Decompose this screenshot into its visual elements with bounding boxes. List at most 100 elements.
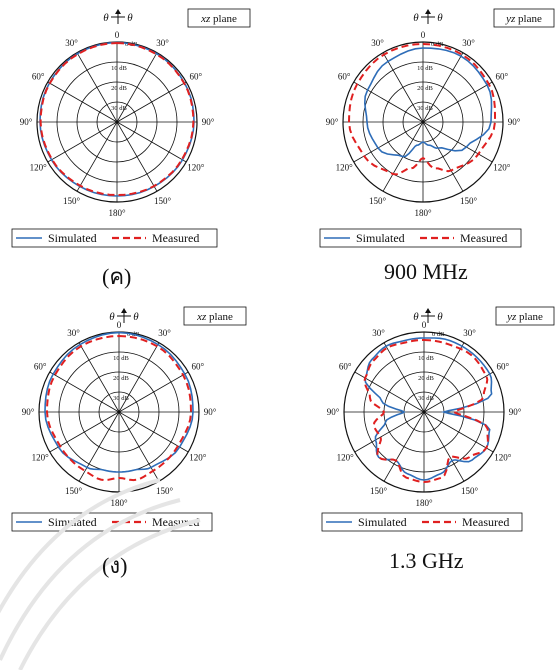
angle-tick-label: 150° xyxy=(63,196,81,206)
theta-arrowhead xyxy=(115,9,121,14)
radial-tick-label: 10 dB xyxy=(113,355,129,362)
plane-label: yz plane xyxy=(505,13,542,25)
theta-left-label: θ xyxy=(109,311,115,323)
theta-arrowhead xyxy=(121,308,127,313)
angle-tick-label: 90° xyxy=(508,117,521,127)
angle-tick-label: 120° xyxy=(187,163,205,173)
grid-spoke xyxy=(119,372,188,412)
radial-tick-label: 30 dB xyxy=(417,105,433,112)
angle-tick-label: 120° xyxy=(493,163,511,173)
grid-spoke xyxy=(50,372,119,412)
angle-tick-label: 120° xyxy=(32,453,50,463)
caption-a: (ค) xyxy=(102,259,131,294)
angle-tick-label: 30° xyxy=(372,328,385,338)
plane-label: xz plane xyxy=(200,13,237,25)
angle-tick-label: 120° xyxy=(189,453,207,463)
angle-tick-label: 90° xyxy=(327,407,340,417)
angle-tick-label: 60° xyxy=(32,72,45,82)
grid-spoke xyxy=(423,122,463,191)
angle-tick-label: 120° xyxy=(494,453,512,463)
caption-13ghz: 1.3 GHz xyxy=(389,548,464,574)
angle-tick-label: 30° xyxy=(156,38,169,48)
angle-tick-label: 30° xyxy=(158,328,171,338)
grid-spoke xyxy=(48,122,117,162)
grid-spoke xyxy=(423,122,492,162)
angle-tick-label: 30° xyxy=(67,328,80,338)
angle-tick-label: 90° xyxy=(509,407,522,417)
angle-tick-label: 150° xyxy=(369,196,387,206)
radial-tick-label: 20 dB xyxy=(113,375,129,382)
plane-label: xz plane xyxy=(196,311,233,323)
angle-tick-label: 90° xyxy=(202,117,215,127)
angle-tick-label: 90° xyxy=(326,117,339,127)
plane-label: yz plane xyxy=(506,311,543,323)
angle-tick-label: 60° xyxy=(192,362,205,372)
angle-tick-label: 60° xyxy=(190,72,203,82)
grid-spoke xyxy=(424,412,493,452)
caption-900mhz: 900 MHz xyxy=(384,259,468,285)
radial-tick-label-zero: 0 dB xyxy=(432,331,445,338)
angle-tick-label: 150° xyxy=(370,486,388,496)
legend-label-measured: Measured xyxy=(462,515,509,529)
theta-right-label: θ xyxy=(127,12,133,24)
angle-tick-label: 0 xyxy=(115,30,120,40)
legend-label-simulated: Simulated xyxy=(48,231,97,245)
angle-tick-label: 30° xyxy=(65,38,78,48)
legend-label-simulated: Simulated xyxy=(358,515,407,529)
plane-word-label: plane xyxy=(515,13,542,25)
grid-spoke xyxy=(77,122,117,191)
angle-tick-label: 30° xyxy=(371,38,384,48)
angle-tick-label: 120° xyxy=(337,453,355,463)
angle-tick-label: 150° xyxy=(460,196,478,206)
theta-arrowhead xyxy=(425,9,431,14)
angle-tick-label: 90° xyxy=(20,117,33,127)
radial-tick-label: 10 dB xyxy=(418,355,434,362)
legend-label-measured: Measured xyxy=(460,231,507,245)
angle-tick-label: 30° xyxy=(462,38,475,48)
theta-right-label: θ xyxy=(133,311,139,323)
angle-tick-label: 150° xyxy=(154,196,172,206)
angle-tick-label: 90° xyxy=(22,407,35,417)
grid-spoke xyxy=(117,122,186,162)
angle-tick-label: 180° xyxy=(108,208,126,218)
grid-spoke xyxy=(117,122,157,191)
angle-tick-label: 90° xyxy=(204,407,217,417)
radial-tick-label: 30 dB xyxy=(113,395,129,402)
theta-left-label: θ xyxy=(103,12,109,24)
angle-tick-label: 60° xyxy=(497,362,510,372)
radial-tick-label: 20 dB xyxy=(418,375,434,382)
theta-arrowhead xyxy=(425,308,431,313)
angle-tick-label: 120° xyxy=(30,163,48,173)
angle-tick-label: 60° xyxy=(338,72,351,82)
plane-word-label: plane xyxy=(206,311,233,323)
plane-word-label: plane xyxy=(210,13,237,25)
angle-tick-label: 0 xyxy=(421,30,426,40)
radial-tick-label: 10 dB xyxy=(111,65,127,72)
grid-spoke xyxy=(117,82,186,122)
radial-tick-label: 30 dB xyxy=(111,105,127,112)
radial-tick-label: 30 dB xyxy=(418,395,434,402)
angle-tick-label: 180° xyxy=(414,208,432,218)
angle-tick-label: 150° xyxy=(461,486,479,496)
theta-left-label: θ xyxy=(413,311,419,323)
plane-word-label: plane xyxy=(516,311,543,323)
angle-tick-label: 60° xyxy=(339,362,352,372)
legend-label-simulated: Simulated xyxy=(356,231,405,245)
chart-panel-yz-1300: 10 dB 20 dB 30 dB 0 dB 0 30° 60° 90° 120° 150° 180… xyxy=(322,307,554,531)
grid-spoke xyxy=(423,82,492,122)
theta-left-label: θ xyxy=(413,12,419,24)
radial-tick-label: 20 dB xyxy=(111,85,127,92)
legend-label-measured: Measured xyxy=(152,231,199,245)
angle-tick-label: 0 xyxy=(117,320,122,330)
angle-tick-label: 60° xyxy=(34,362,47,372)
grid-spoke xyxy=(424,372,493,412)
angle-tick-label: 120° xyxy=(336,163,354,173)
angle-tick-label: 30° xyxy=(463,328,476,338)
angle-tick-label: 180° xyxy=(415,498,433,508)
angle-tick-label: 0 xyxy=(422,320,427,330)
theta-right-label: θ xyxy=(437,311,443,323)
grid-spoke xyxy=(48,82,117,122)
radial-tick-label: 10 dB xyxy=(417,65,433,72)
